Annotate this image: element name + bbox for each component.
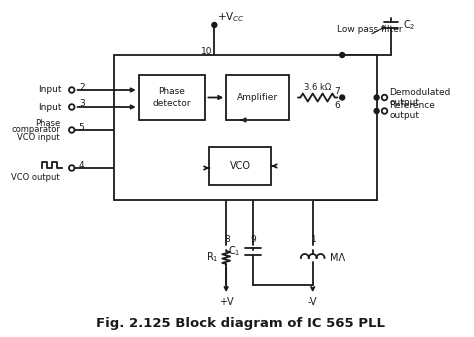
Circle shape [374,95,379,100]
Text: 2: 2 [80,83,85,92]
Text: 8: 8 [224,236,230,245]
Bar [114,55,377,200]
Text: C$_2$: C$_2$ [403,18,416,32]
Text: Amplifier: Amplifier [237,93,278,102]
Circle shape [340,95,345,100]
Circle shape [69,87,74,93]
Text: 10: 10 [201,47,212,56]
Text: 1: 1 [311,236,317,245]
Text: comparator: comparator [11,125,60,134]
Bar [138,75,206,120]
Circle shape [212,23,217,28]
Text: 3: 3 [80,99,85,109]
Circle shape [69,165,74,171]
Text: 4: 4 [79,160,84,170]
Circle shape [69,127,74,133]
Circle shape [340,53,345,58]
Text: VCO: VCO [230,161,251,171]
Text: 6: 6 [335,100,340,110]
Text: Fig. 2.125 Block diagram of IC 565 PLL: Fig. 2.125 Block diagram of IC 565 PLL [96,316,385,330]
Text: detector: detector [153,99,191,108]
Text: VCO output: VCO output [11,174,60,183]
Text: output: output [390,98,419,107]
Text: 9: 9 [251,236,256,245]
Text: C$_1$: C$_1$ [228,245,241,258]
Text: Low pass filter: Low pass filter [337,26,403,34]
Text: output: output [390,112,419,121]
Bar [210,147,272,185]
Text: Reference: Reference [390,101,435,111]
Text: R$_1$: R$_1$ [206,251,219,265]
Text: Phase: Phase [159,87,185,96]
Text: Demodulated: Demodulated [390,88,451,97]
Circle shape [374,109,379,114]
Text: -V: -V [308,297,318,307]
Bar [226,75,289,120]
Text: +V: +V [219,297,234,307]
Text: Phase: Phase [35,119,60,127]
Circle shape [69,104,74,110]
Text: VCO input: VCO input [18,132,60,142]
Text: +V$_{CC}$: +V$_{CC}$ [217,10,245,24]
Text: MΛ: MΛ [330,253,346,263]
Text: Input: Input [38,102,62,112]
Circle shape [382,108,387,114]
Text: 3.6 kΩ: 3.6 kΩ [304,83,331,92]
Text: 7: 7 [335,87,340,96]
Circle shape [382,95,387,100]
Text: 5: 5 [79,123,84,131]
Text: Input: Input [38,86,62,94]
